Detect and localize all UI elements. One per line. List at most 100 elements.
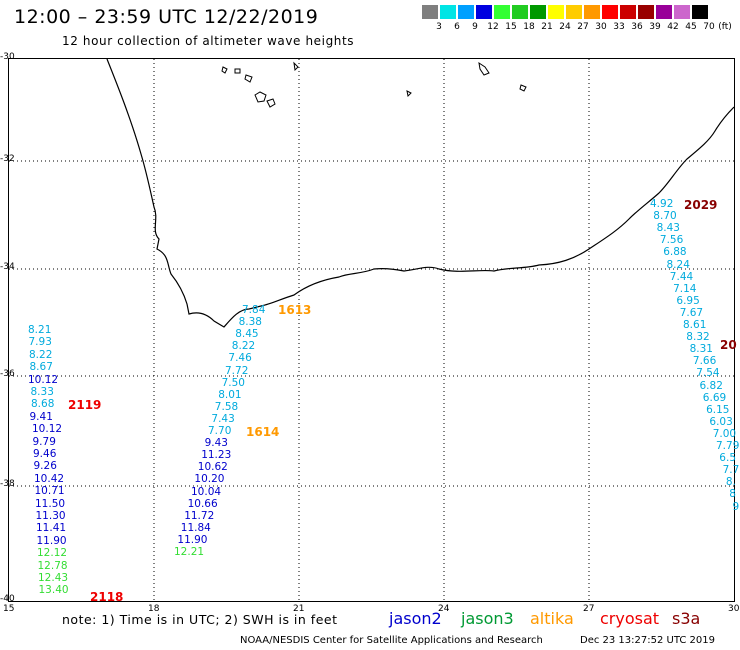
- island: [234, 68, 241, 74]
- satellite-cryosat: cryosat: [600, 609, 660, 628]
- legend-swatch: [548, 5, 564, 19]
- pass-label-west-2: 2118: [90, 590, 124, 604]
- swh-value-east: 6.69: [702, 391, 727, 404]
- swh-value-middle: 11.23: [201, 449, 232, 462]
- pass-label-middle-2: 1614: [246, 425, 280, 439]
- latitude-label: -34: [0, 262, 15, 272]
- swh-value-middle: 8.01: [218, 388, 242, 401]
- swh-value-middle: 8.38: [238, 316, 262, 329]
- credit-text: NOAA/NESDIS Center for Satellite Applica…: [240, 635, 543, 646]
- swh-value-east: 8.31: [689, 343, 713, 356]
- swh-value-middle: 11.84: [180, 521, 211, 534]
- swh-value-east: 8.: [725, 476, 736, 489]
- longitude-label: 18: [148, 604, 160, 614]
- swh-value-middle: 7.43: [211, 412, 235, 425]
- legend-label: 70: [703, 22, 715, 32]
- pass-label-east: 2029: [684, 198, 718, 212]
- swh-value-east: 6.82: [699, 379, 723, 392]
- legend-swatch: [656, 5, 672, 19]
- legend-label: 21: [541, 22, 553, 32]
- island: [293, 61, 299, 72]
- legend-swatch: [530, 5, 546, 19]
- swh-value-east: 6.95: [676, 294, 700, 307]
- swh-value-west: 10.12: [32, 423, 63, 436]
- legend-label: 33: [613, 22, 625, 32]
- footer-note: note: 1) Time is in UTC; 2) SWH is in fe…: [62, 612, 338, 627]
- longitude-label: 21: [293, 604, 305, 614]
- legend-swatch: [512, 5, 528, 19]
- swh-value-west: 9.46: [33, 448, 57, 460]
- swh-value-middle: 11.72: [184, 509, 215, 522]
- swh-value-west: 12.12: [37, 547, 68, 560]
- legend-swatch: [422, 5, 438, 19]
- swh-value-east: 7.7: [722, 464, 740, 477]
- swh-value-middle: 11.90: [177, 533, 208, 546]
- longitude-label: 24: [438, 604, 450, 614]
- legend-label: 15: [505, 22, 517, 32]
- swh-value-east: 7.79: [716, 440, 740, 452]
- island: [266, 98, 276, 108]
- latitude-label: -36: [0, 369, 15, 379]
- swh-value-west: 8.33: [30, 386, 54, 398]
- swh-value-east: 7.00: [712, 427, 737, 440]
- graticule: [9, 59, 734, 601]
- swh-value-west: 7.93: [28, 336, 52, 349]
- latitude-label: -38: [0, 479, 15, 489]
- longitude-label: 30: [728, 604, 740, 614]
- legend-swatch: [494, 5, 510, 19]
- swh-value-west: 10.12: [28, 373, 59, 386]
- swh-value-middle: 10.20: [194, 473, 225, 486]
- swh-value-west: 12.78: [37, 559, 68, 572]
- legend-label: 3: [436, 22, 442, 32]
- legend-label: 39: [649, 22, 661, 32]
- swh-value-middle: 7.58: [214, 400, 239, 413]
- legend-swatch: [674, 5, 690, 19]
- swh-value-middle: 8.45: [235, 328, 259, 341]
- swh-value-east: 7.14: [673, 282, 697, 295]
- legend-swatch: [638, 5, 654, 19]
- island: [519, 84, 527, 92]
- island: [254, 91, 267, 103]
- swh-value-east: 9: [732, 500, 740, 513]
- swh-value-east: 4.92: [650, 198, 674, 210]
- island: [478, 61, 490, 76]
- swh-value-west: 12.43: [38, 572, 69, 584]
- map-title: 12:00 – 23:59 UTC 12/22/2019: [14, 6, 319, 28]
- satellite-jason3: jason3: [461, 609, 514, 628]
- legend-swatch: [620, 5, 636, 19]
- swh-value-east: 6.88: [663, 246, 687, 259]
- map-frame: [8, 58, 735, 602]
- legend-label: 9: [472, 22, 478, 32]
- swh-value-east: 7.66: [692, 355, 717, 368]
- legend-label: 18: [523, 22, 535, 32]
- legend-label: 6: [454, 22, 460, 32]
- swh-value-east: 6.5: [719, 452, 736, 465]
- swh-value-east: 6.03: [709, 415, 733, 428]
- legend-swatch: [458, 5, 474, 19]
- legend-label: 45: [685, 22, 697, 32]
- swh-value-west: 9.41: [29, 410, 53, 423]
- swh-value-west: 11.41: [36, 522, 67, 535]
- map-subtitle: 12 hour collection of altimeter wave hei…: [62, 34, 355, 48]
- pass-label-west: 2119: [68, 398, 102, 412]
- legend-label: 36: [631, 22, 643, 32]
- pass-label-east-2: 20: [720, 338, 737, 352]
- legend-swatch: [602, 5, 618, 19]
- swh-value-east: 6.15: [706, 403, 730, 416]
- longitude-label: 15: [3, 604, 15, 614]
- swh-value-middle: 7.84: [242, 304, 266, 316]
- swh-value-east: 8.24: [666, 258, 690, 271]
- swh-value-east: 7.44: [669, 270, 694, 283]
- swh-value-middle: 10.66: [187, 497, 218, 510]
- swh-value-west: 10.42: [34, 472, 65, 485]
- swh-value-middle: 12.21: [174, 546, 205, 558]
- swh-value-middle: 10.62: [197, 461, 228, 474]
- swh-value-middle: 7.72: [225, 364, 249, 377]
- swh-value-west: 8.67: [29, 361, 53, 374]
- legend-label: 27: [577, 22, 589, 32]
- swh-value-west: 8.22: [29, 348, 53, 361]
- swh-value-east: 8.32: [686, 331, 710, 344]
- swh-value-east: 8.61: [683, 319, 707, 331]
- timestamp: Dec 23 13:27:52 UTC 2019: [580, 635, 715, 646]
- legend-swatch: [566, 5, 582, 19]
